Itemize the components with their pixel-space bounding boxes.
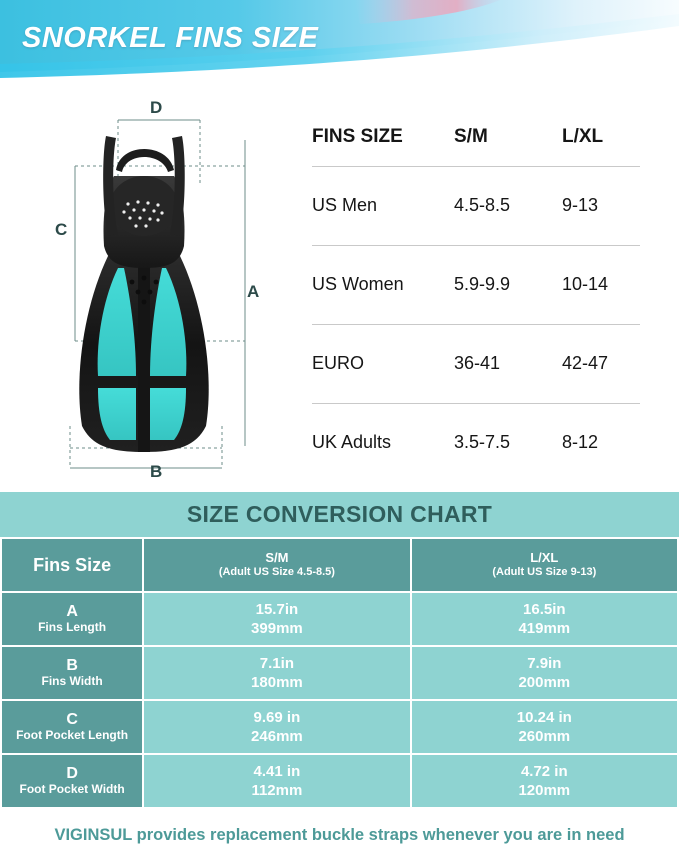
dimension-label-d: D bbox=[150, 98, 163, 117]
conversion-header-row: Fins Size S/M (Adult US Size 4.5-8.5) L/… bbox=[2, 539, 677, 591]
table-header-row: FINS SIZE S/M L/XL bbox=[312, 126, 640, 166]
cell-a-sm-in: 15.7in bbox=[255, 600, 299, 618]
row-letter-c: C bbox=[66, 710, 78, 728]
cell-us-women-sm: 5.9-9.9 bbox=[454, 274, 511, 294]
cell-a-sm: 15.7in 399mm bbox=[144, 593, 410, 645]
conversion-chart-title: SIZE CONVERSION CHART bbox=[0, 492, 679, 537]
row-label-uk-adults: UK Adults bbox=[312, 432, 392, 453]
header-sm-main: S/M bbox=[265, 549, 289, 565]
row-letter-b: B bbox=[66, 656, 78, 674]
row-letter-a: A bbox=[66, 602, 78, 620]
cell-d-lxl: 4.72 in 120mm bbox=[411, 755, 677, 807]
cell-uk-adults-lxl: 8-12 bbox=[562, 432, 599, 453]
cell-c-sm-in: 9.69 in bbox=[253, 708, 301, 726]
banner-shape bbox=[0, 0, 679, 78]
header-banner: SNORKEL FINS SIZE bbox=[0, 0, 679, 92]
cell-us-men-lxl: 9-13 bbox=[562, 195, 599, 215]
cell-uk-adults-sm: 3.5-7.5 bbox=[454, 432, 511, 453]
row-label-d: D Foot Pocket Width bbox=[2, 755, 143, 807]
row-label-us-men: US Men bbox=[312, 195, 378, 215]
cell-euro-lxl: 42-47 bbox=[562, 353, 609, 373]
cell-d-lxl-mm: 120mm bbox=[518, 782, 571, 799]
row-name-c: Foot Pocket Length bbox=[16, 728, 129, 743]
cell-d-sm-in: 4.41 in bbox=[253, 762, 301, 780]
fin-diagram: D C A B bbox=[40, 96, 302, 488]
buckle-left bbox=[103, 136, 118, 236]
cell-d-sm: 4.41 in 112mm bbox=[144, 755, 410, 807]
cell-c-sm: 9.69 in 246mm bbox=[144, 701, 410, 753]
header-lxl-sub: (Adult US Size 9-13) bbox=[492, 565, 597, 578]
cell-c-lxl-mm: 260mm bbox=[518, 728, 571, 745]
cell-b-lxl-in: 7.9in bbox=[527, 654, 562, 672]
dimension-label-b: B bbox=[150, 462, 163, 481]
table-row: US Men 4.5-8.5 9-13 bbox=[312, 166, 640, 245]
conversion-row-b: B Fins Width 7.1in 180mm 7.9in 200mm bbox=[2, 647, 677, 699]
footer-note: VIGINSUL provides replacement buckle str… bbox=[0, 812, 679, 859]
table-row: US Women 5.9-9.9 10-14 bbox=[312, 245, 640, 324]
row-label-euro: EURO bbox=[312, 353, 365, 373]
conversion-row-a: A Fins Length 15.7in 399mm 16.5in 419mm bbox=[2, 593, 677, 645]
row-letter-d: D bbox=[66, 764, 78, 782]
cell-d-sm-mm: 112mm bbox=[251, 782, 303, 799]
fin-illustration bbox=[69, 119, 246, 469]
heel-strap bbox=[116, 149, 174, 172]
header-sm-sub: (Adult US Size 4.5-8.5) bbox=[218, 565, 335, 578]
table-row: EURO 36-41 42-47 bbox=[312, 324, 640, 403]
column-header-fins-size: FINS SIZE bbox=[312, 126, 403, 147]
buckle-right bbox=[170, 136, 185, 236]
conversion-row-c: C Foot Pocket Length 9.69 in 246mm 10.24… bbox=[2, 701, 677, 753]
cell-b-sm-in: 7.1in bbox=[259, 654, 294, 672]
header-fins-size: Fins Size bbox=[2, 539, 143, 591]
cell-b-lxl: 7.9in 200mm bbox=[411, 647, 677, 699]
cell-b-sm-mm: 180mm bbox=[251, 674, 303, 691]
column-header-sm: S/M bbox=[454, 126, 488, 147]
row-label-b: B Fins Width bbox=[2, 647, 143, 699]
cell-a-lxl: 16.5in 419mm bbox=[411, 593, 677, 645]
row-label-c: C Foot Pocket Length bbox=[2, 701, 143, 753]
header-sm: S/M (Adult US Size 4.5-8.5) bbox=[144, 539, 410, 591]
dimension-label-c: C bbox=[55, 220, 68, 239]
conversion-row-d: D Foot Pocket Width 4.41 in 112mm 4.72 i… bbox=[2, 755, 677, 807]
cell-us-women-lxl: 10-14 bbox=[562, 274, 609, 294]
cell-c-sm-mm: 246mm bbox=[251, 728, 303, 745]
row-label-us-women: US Women bbox=[312, 274, 404, 294]
row-name-d: Foot Pocket Width bbox=[19, 782, 125, 797]
fins-size-table: FINS SIZE S/M L/XL US Men 4.5-8.5 9-13 U… bbox=[312, 126, 640, 482]
cell-d-lxl-in: 4.72 in bbox=[520, 762, 568, 780]
header-lxl-main: L/XL bbox=[530, 549, 559, 565]
cell-euro-sm: 36-41 bbox=[454, 353, 501, 373]
cell-a-lxl-in: 16.5in bbox=[523, 600, 566, 618]
cell-c-lxl-in: 10.24 in bbox=[516, 708, 572, 726]
row-name-a: Fins Length bbox=[38, 620, 107, 635]
cell-b-sm: 7.1in 180mm bbox=[144, 647, 410, 699]
dimension-label-a: A bbox=[247, 282, 260, 301]
row-name-b: Fins Width bbox=[41, 674, 103, 689]
cell-a-sm-mm: 399mm bbox=[251, 620, 303, 637]
column-header-lxl: L/XL bbox=[562, 126, 604, 147]
table-row: UK Adults 3.5-7.5 8-12 bbox=[312, 403, 640, 482]
blade-texture bbox=[129, 275, 159, 305]
cell-c-lxl: 10.24 in 260mm bbox=[411, 701, 677, 753]
page-title: SNORKEL FINS SIZE bbox=[22, 22, 319, 54]
vent-holes bbox=[122, 200, 164, 228]
size-conversion-chart: SIZE CONVERSION CHART Fins Size S/M (Adu… bbox=[0, 492, 679, 809]
cell-a-lxl-mm: 419mm bbox=[518, 620, 571, 637]
row-label-a: A Fins Length bbox=[2, 593, 143, 645]
cell-b-lxl-mm: 200mm bbox=[518, 674, 571, 691]
cell-us-men-sm: 4.5-8.5 bbox=[454, 195, 511, 215]
header-lxl: L/XL (Adult US Size 9-13) bbox=[411, 539, 677, 591]
